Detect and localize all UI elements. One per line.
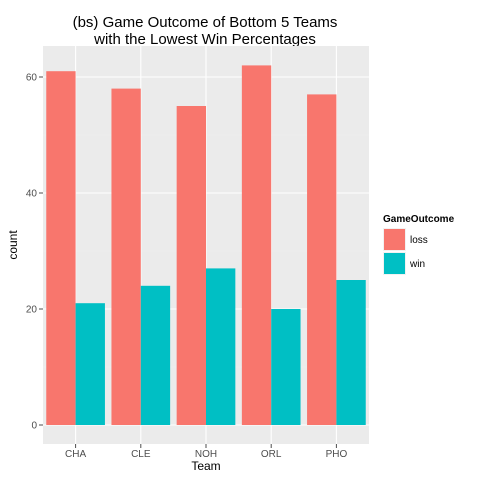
x-tick-label-orl: ORL: [261, 449, 282, 460]
y-tick-label: 20: [26, 305, 38, 316]
bars: [46, 65, 366, 426]
bar-loss-cle: [111, 88, 141, 425]
bar-win-cle: [140, 285, 171, 425]
y-axis: 0 20 40 60: [26, 73, 43, 432]
bar-loss-orl: [241, 65, 272, 426]
y-axis-title: count: [6, 230, 20, 260]
x-tick-label-pho: PHO: [326, 449, 348, 460]
x-axis-title: Team: [191, 459, 220, 473]
chart-title-line-2: with the Lowest Win Percentages: [93, 31, 316, 48]
legend: GameOutcome loss win: [383, 214, 455, 275]
x-tick-label-noh: NOH: [195, 449, 217, 460]
legend-label-loss: loss: [410, 235, 428, 246]
legend-title: GameOutcome: [383, 214, 455, 225]
bar-win-cha: [75, 303, 105, 425]
bar-loss-pho: [307, 94, 337, 426]
y-tick-label: 60: [26, 73, 38, 84]
x-tick-label-cle: CLE: [131, 449, 151, 460]
legend-label-win: win: [409, 259, 425, 270]
legend-swatch-loss: [384, 229, 405, 250]
y-tick-label: 40: [26, 189, 38, 200]
bar-loss-noh: [176, 106, 206, 425]
bar-win-orl: [271, 309, 301, 425]
bar-win-pho: [336, 280, 366, 425]
y-tick-label: 0: [31, 421, 37, 432]
x-tick-label-cha: CHA: [65, 449, 86, 460]
legend-swatch-win: [384, 253, 405, 274]
chart-title-line-1: (bs) Game Outcome of Bottom 5 Teams: [73, 14, 338, 31]
bar-win-noh: [206, 268, 236, 425]
bar-loss-cha: [46, 71, 76, 425]
x-axis: CHA CLE NOH ORL PHO: [65, 444, 347, 460]
